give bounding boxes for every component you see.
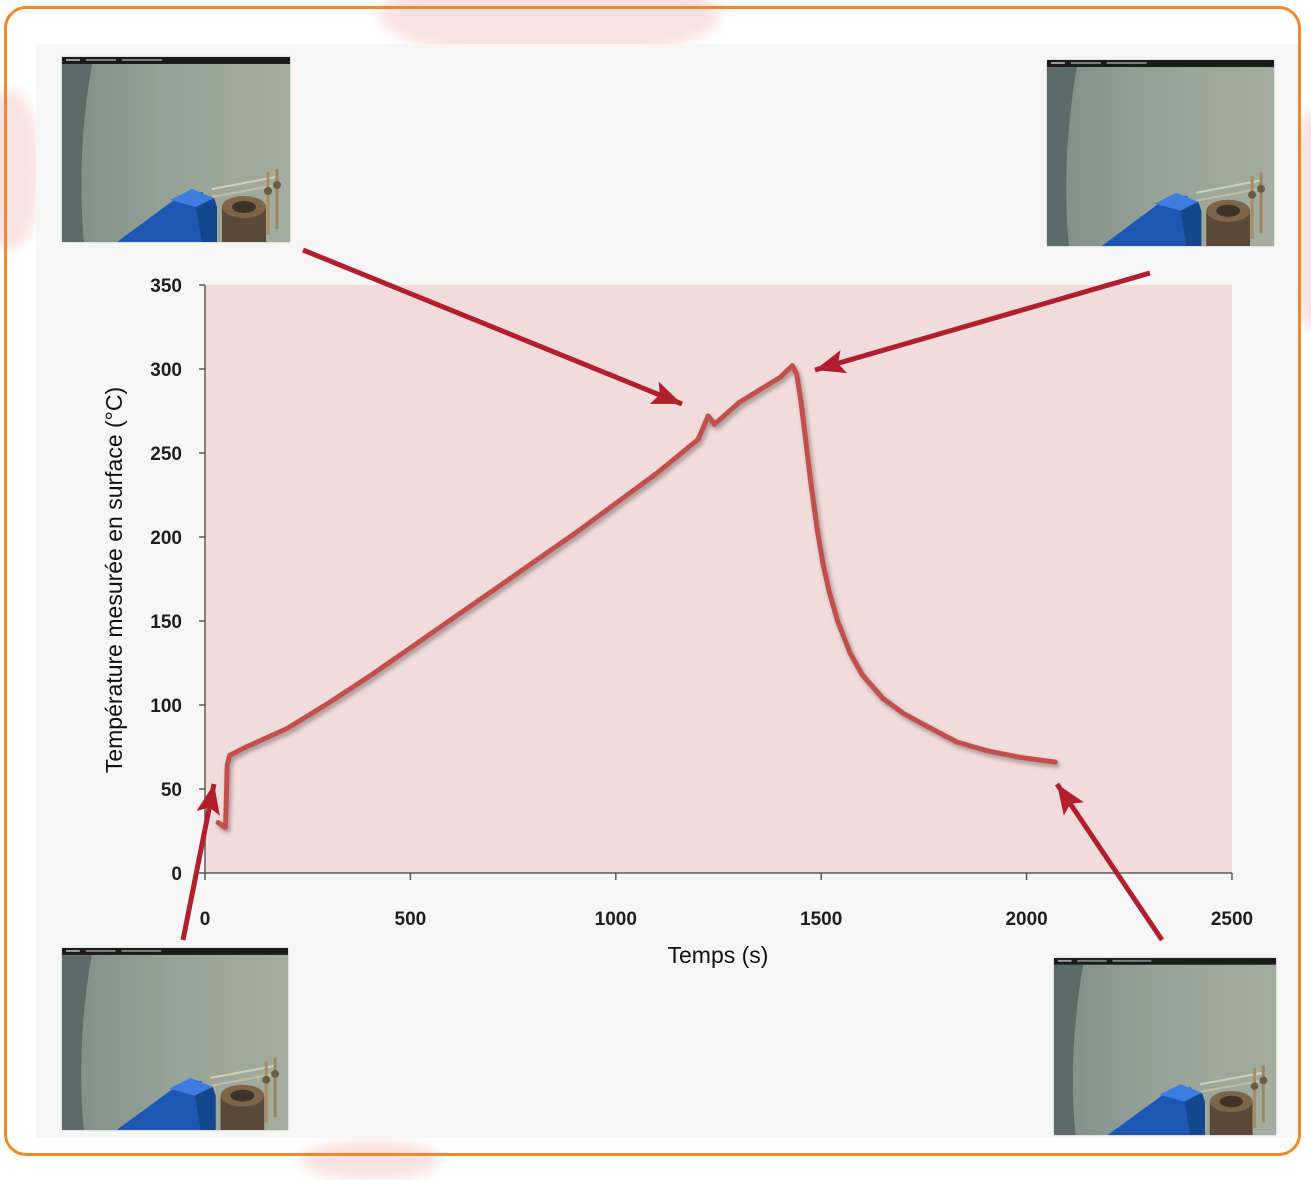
y-tick-label: 50 <box>161 780 182 801</box>
x-tick-label: 1000 <box>595 909 637 930</box>
temperature-series-line <box>215 363 1058 831</box>
x-tick-label: 2000 <box>1005 909 1047 930</box>
equipment-photo-bottom-left <box>62 948 288 1130</box>
y-tick-label: 250 <box>150 444 182 465</box>
y-axis-ticks: 0 50 100 150 200 250 300 350 <box>150 276 205 885</box>
figure-frame <box>4 6 1301 1156</box>
plot-area <box>205 285 1232 873</box>
x-tick-label: 0 <box>200 909 211 930</box>
x-axis-title: Temps (s) <box>668 942 769 968</box>
equipment-photo-bottom-right <box>1054 958 1276 1135</box>
y-axis-title: Température mesurée en surface (°C) <box>101 387 127 773</box>
x-tick-label: 2500 <box>1211 909 1253 930</box>
equipment-photo-top-left <box>62 57 290 242</box>
x-tick-label: 500 <box>395 909 427 930</box>
x-tick-label: 1500 <box>800 909 842 930</box>
y-tick-label: 300 <box>150 360 182 381</box>
x-axis-ticks: 0 500 1000 1500 2000 2500 <box>200 873 1253 930</box>
series-layer <box>215 363 1058 831</box>
equipment-photo-top-right <box>1047 60 1274 246</box>
y-tick-label: 100 <box>150 696 182 717</box>
y-tick-label: 0 <box>171 864 182 885</box>
y-tick-label: 150 <box>150 612 182 633</box>
y-tick-label: 200 <box>150 528 182 549</box>
y-tick-label: 350 <box>150 276 182 297</box>
